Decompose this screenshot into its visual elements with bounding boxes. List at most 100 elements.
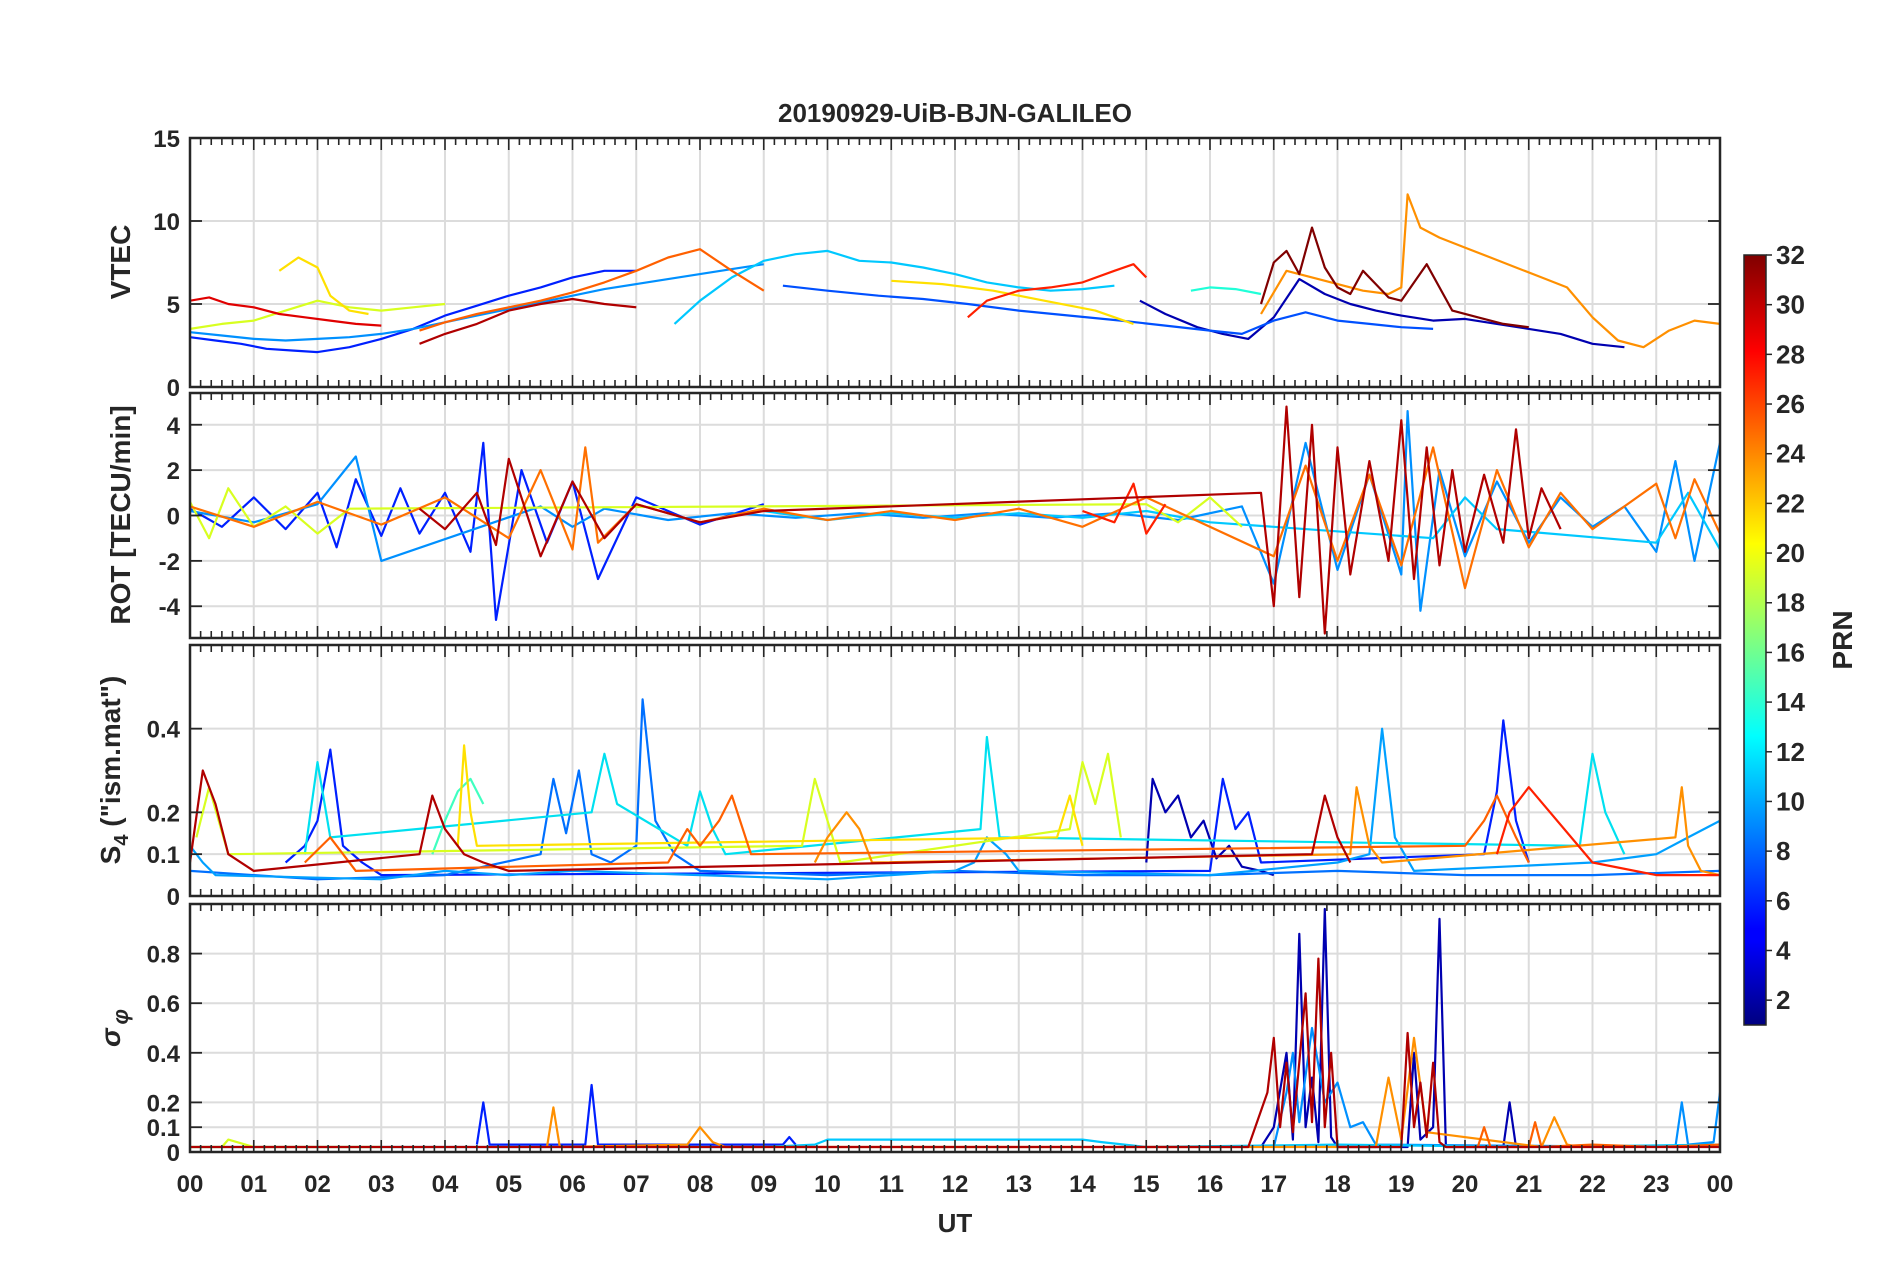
x-tick-label: 23 xyxy=(1643,1171,1670,1198)
x-axis-label: UT xyxy=(938,1208,973,1238)
y-tick-label: 0.4 xyxy=(147,717,181,744)
y-tick-label: 2 xyxy=(167,458,180,485)
x-tick-label: 20 xyxy=(1452,1171,1479,1198)
y-tick-label: 0.1 xyxy=(147,1115,180,1142)
colorbar-tick-label: 6 xyxy=(1776,886,1790,916)
series-line xyxy=(284,719,1530,877)
x-tick-label: 00 xyxy=(1707,1171,1734,1198)
panel-2: -4 -2 0 2 4 ROT [TECU/min] xyxy=(105,391,1722,640)
y-tick-label: 15 xyxy=(153,126,180,153)
x-tick-label: 02 xyxy=(304,1171,331,1198)
colorbar-tick-label: 24 xyxy=(1776,439,1805,469)
y-tick-label: 0.8 xyxy=(147,942,180,969)
panel-1: 0 5 10 15 VTEC xyxy=(105,126,1722,402)
series-group xyxy=(190,698,1720,881)
series-line xyxy=(1082,482,1167,535)
y-axis-label: VTEC xyxy=(105,225,136,300)
series-line xyxy=(1259,226,1529,329)
series-line xyxy=(763,491,1720,551)
colorbar-tick-label: 12 xyxy=(1776,737,1805,767)
series-line xyxy=(190,410,1720,612)
x-tick-label: 22 xyxy=(1579,1171,1606,1198)
x-tick-label: 21 xyxy=(1515,1171,1542,1198)
x-tick-label: 14 xyxy=(1069,1171,1096,1198)
series-line xyxy=(475,1083,797,1146)
panel-4: 00.10.2 0.4 0.6 0.8 σφ xyxy=(95,902,1722,1167)
x-tick-label: 03 xyxy=(368,1171,395,1198)
x-tick-label: 19 xyxy=(1388,1171,1415,1198)
y-tick-labels: -4 -2 0 2 4 xyxy=(159,413,1720,621)
y-tick-label: -4 xyxy=(159,594,181,621)
series-line xyxy=(782,284,1434,335)
series-line xyxy=(419,297,637,345)
series-line xyxy=(1272,1026,1720,1149)
x-ticks xyxy=(189,904,1721,1152)
colorbar-tick-label: 26 xyxy=(1776,389,1805,419)
series-line xyxy=(1145,777,1275,877)
x-tick-label: 06 xyxy=(559,1171,586,1198)
series-line xyxy=(1139,278,1625,349)
x-tick-label: 00 xyxy=(177,1171,204,1198)
series-line xyxy=(304,794,1530,873)
y-tick-label: 4 xyxy=(167,413,181,440)
x-tick-label: 09 xyxy=(750,1171,777,1198)
series-line xyxy=(278,256,369,316)
y-tick-label: 0.2 xyxy=(147,800,180,827)
series-line xyxy=(1260,193,1720,349)
y-tick-labels: 00.10.2 0.4 0.6 0.8 xyxy=(147,942,1720,1167)
colorbar-tick-label: 4 xyxy=(1776,935,1791,965)
y-tick-label: 0.4 xyxy=(147,1041,181,1068)
series-line xyxy=(418,405,1562,635)
x-tick-label: 10 xyxy=(814,1171,841,1198)
y-tick-label: 0 xyxy=(167,504,180,531)
y-tick-labels: 0 0.1 0.2 0.4 xyxy=(147,717,1720,911)
y-tick-label: 0.2 xyxy=(147,1090,180,1117)
colorbar-tick-label: 30 xyxy=(1776,290,1805,320)
y-axis-label: ROT [TECU/min] xyxy=(105,405,136,624)
series-line xyxy=(190,487,1243,540)
x-tick-label: 01 xyxy=(240,1171,267,1198)
colorbar-tick-label: 10 xyxy=(1776,786,1805,816)
panel-3: 0 0.1 0.2 0.4 S4 ("ism.mat") xyxy=(95,643,1722,911)
series-line xyxy=(967,263,1148,319)
y-axis-label: S4 ("ism.mat") xyxy=(95,676,133,865)
series-line xyxy=(190,299,446,330)
colorbar-tick-label: 16 xyxy=(1776,637,1805,667)
colorbar-tick-label: 22 xyxy=(1776,488,1805,518)
x-tick-label: 18 xyxy=(1324,1171,1351,1198)
colorbar-tick-label: 20 xyxy=(1776,538,1805,568)
x-tick-label: 17 xyxy=(1260,1171,1287,1198)
x-tick-label: 07 xyxy=(623,1171,650,1198)
y-tick-label: 0 xyxy=(167,1140,180,1167)
y-tick-labels: 0 5 10 15 xyxy=(153,126,1720,402)
x-tick-label: 12 xyxy=(942,1171,969,1198)
series-line xyxy=(813,786,1720,877)
colorbar-tick-label: 8 xyxy=(1776,836,1790,866)
x-tick-label: 11 xyxy=(879,1171,904,1198)
x-tick-label: 13 xyxy=(1005,1171,1032,1198)
x-ticks xyxy=(189,645,1721,896)
colorbar-label: PRN xyxy=(1827,610,1858,669)
series-line xyxy=(190,263,764,342)
x-ticks xyxy=(189,138,1721,387)
colorbar-tick-label: 28 xyxy=(1776,339,1805,369)
y-tick-label: -2 xyxy=(159,549,180,576)
series-line xyxy=(891,279,1134,325)
x-ticks xyxy=(189,393,1721,638)
colorbar-tick-label: 18 xyxy=(1776,588,1805,618)
series-line xyxy=(1190,286,1262,296)
x-tick-label: 04 xyxy=(432,1171,459,1198)
x-tick-labels: 00 01 02 03 04 05 06 07 08 09 10 11 12 13 14 15 16 17 18 19… xyxy=(177,1171,1734,1198)
series-line xyxy=(1260,907,1518,1149)
x-tick-label: 05 xyxy=(495,1171,522,1198)
series-line xyxy=(190,296,382,327)
y-tick-label: 0.1 xyxy=(147,842,180,869)
y-tick-label: 0 xyxy=(167,884,180,911)
series-line xyxy=(456,744,1084,847)
series-line xyxy=(190,269,637,354)
x-tick-label: 08 xyxy=(687,1171,714,1198)
y-tick-label: 5 xyxy=(167,292,180,319)
